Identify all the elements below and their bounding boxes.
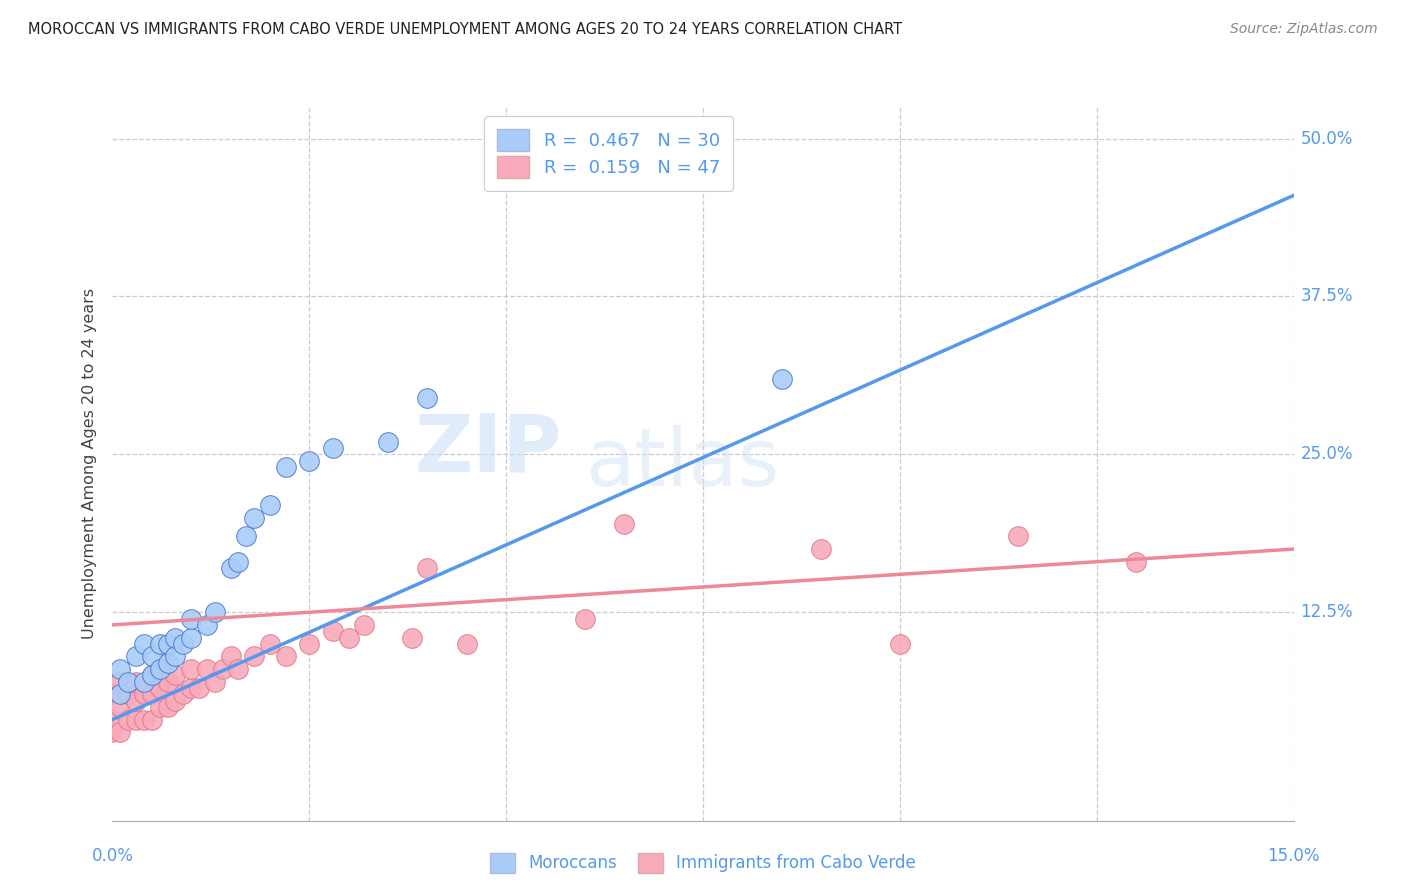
Point [322, 441, 344, 455]
Point [401, 631, 423, 645]
Point [149, 681, 172, 695]
Point [141, 649, 163, 664]
Point [274, 649, 297, 664]
Point [613, 516, 636, 531]
Point [188, 681, 211, 695]
Point [243, 510, 266, 524]
Point [110, 725, 132, 739]
Point [219, 649, 242, 664]
Point [228, 555, 250, 569]
Text: Source: ZipAtlas.com: Source: ZipAtlas.com [1230, 22, 1378, 37]
Point [117, 687, 139, 701]
Legend: Moroccans, Immigrants from Cabo Verde: Moroccans, Immigrants from Cabo Verde [484, 847, 922, 880]
Text: 25.0%: 25.0% [1301, 445, 1353, 463]
Point [574, 611, 596, 625]
Point [1007, 529, 1029, 543]
Text: atlas: atlas [585, 425, 779, 503]
Point [172, 637, 194, 651]
Point [125, 649, 148, 664]
Point [165, 649, 187, 664]
Point [141, 713, 163, 727]
Point [132, 713, 155, 727]
Y-axis label: Unemployment Among Ages 20 to 24 years: Unemployment Among Ages 20 to 24 years [82, 288, 97, 640]
Point [204, 674, 226, 689]
Point [125, 693, 148, 707]
Point [228, 662, 250, 676]
Point [810, 542, 832, 557]
Point [322, 624, 344, 639]
Point [180, 631, 202, 645]
Text: 50.0%: 50.0% [1301, 129, 1353, 147]
Point [456, 637, 478, 651]
Text: ZIP: ZIP [413, 410, 561, 489]
Point [180, 681, 202, 695]
Point [298, 637, 321, 651]
Point [416, 561, 439, 575]
Point [141, 668, 163, 682]
Point [1125, 555, 1147, 569]
Point [156, 656, 179, 670]
Point [195, 662, 218, 676]
Point [204, 605, 226, 619]
Point [889, 637, 911, 651]
Point [132, 637, 155, 651]
Text: 15.0%: 15.0% [1267, 847, 1320, 865]
Point [156, 637, 179, 651]
Point [337, 631, 360, 645]
Point [259, 637, 281, 651]
Text: 12.5%: 12.5% [1301, 603, 1353, 621]
Point [132, 674, 155, 689]
Point [141, 687, 163, 701]
Legend: R =  0.467   N = 30, R =  0.159   N = 47: R = 0.467 N = 30, R = 0.159 N = 47 [484, 116, 733, 191]
Point [141, 668, 163, 682]
Point [125, 713, 148, 727]
Point [149, 662, 172, 676]
Point [156, 674, 179, 689]
Text: 37.5%: 37.5% [1301, 287, 1353, 305]
Point [125, 674, 148, 689]
Point [101, 713, 124, 727]
Point [180, 662, 202, 676]
Point [110, 687, 132, 701]
Point [117, 713, 139, 727]
Point [219, 561, 242, 575]
Point [172, 687, 194, 701]
Text: 0.0%: 0.0% [91, 847, 134, 865]
Point [132, 687, 155, 701]
Point [149, 700, 172, 714]
Point [416, 391, 439, 405]
Point [149, 637, 172, 651]
Point [110, 662, 132, 676]
Point [110, 674, 132, 689]
Point [165, 693, 187, 707]
Point [274, 460, 297, 475]
Point [165, 631, 187, 645]
Point [243, 649, 266, 664]
Point [117, 674, 139, 689]
Point [180, 611, 202, 625]
Point [110, 700, 132, 714]
Point [259, 498, 281, 512]
Point [353, 618, 375, 632]
Point [195, 618, 218, 632]
Point [211, 662, 233, 676]
Point [156, 700, 179, 714]
Point [101, 725, 124, 739]
Point [101, 687, 124, 701]
Text: MOROCCAN VS IMMIGRANTS FROM CABO VERDE UNEMPLOYMENT AMONG AGES 20 TO 24 YEARS CO: MOROCCAN VS IMMIGRANTS FROM CABO VERDE U… [28, 22, 903, 37]
Point [770, 371, 793, 385]
Point [165, 668, 187, 682]
Point [377, 434, 399, 449]
Point [235, 529, 257, 543]
Point [298, 453, 321, 467]
